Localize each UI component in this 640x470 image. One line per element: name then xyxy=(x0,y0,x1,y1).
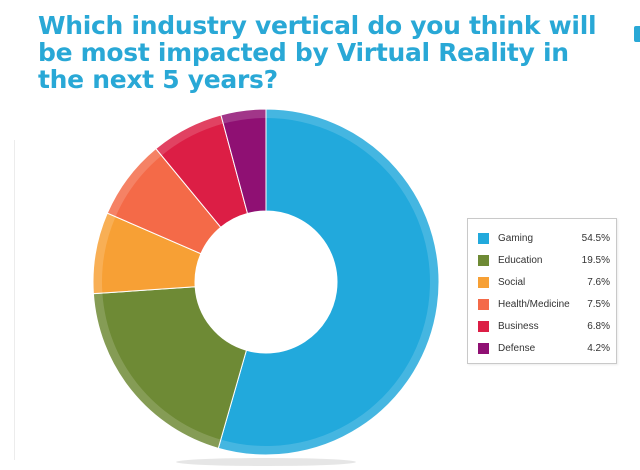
legend-value: 19.5% xyxy=(581,254,610,266)
legend-value: 7.5% xyxy=(587,298,610,310)
slice-rim xyxy=(92,213,116,294)
slice-rim xyxy=(155,114,224,156)
legend-item[interactable]: Gaming 54.5% xyxy=(478,227,610,249)
legend-label: Gaming xyxy=(498,232,534,244)
legend-swatch xyxy=(478,298,489,310)
legend-value: 4.2% xyxy=(587,342,610,354)
legend-item[interactable]: Defense 4.2% xyxy=(478,337,610,359)
legend-item[interactable]: Social 7.6% xyxy=(478,271,610,293)
legend-swatch xyxy=(478,342,489,354)
legend-label: Business xyxy=(498,320,539,332)
legend-swatch xyxy=(478,254,489,266)
legend-value: 54.5% xyxy=(581,232,610,244)
legend-swatch xyxy=(478,276,489,288)
slice-gaming[interactable] xyxy=(217,108,440,456)
legend-value: 7.6% xyxy=(587,276,610,288)
legend-label: Social xyxy=(498,276,526,288)
legend: Gaming 54.5% Education 19.5% Social 7.6% Healt… xyxy=(467,218,617,364)
slice-rim xyxy=(93,293,221,449)
slice-defense[interactable] xyxy=(220,108,267,215)
legend-item[interactable]: Education 19.5% xyxy=(478,249,610,271)
slice-education[interactable] xyxy=(92,286,248,449)
chart-title: Which industry vertical do you think wil… xyxy=(38,11,597,94)
legend-item[interactable]: Business 6.8% xyxy=(478,315,610,337)
edge-tab[interactable] xyxy=(634,26,640,42)
slice-rim xyxy=(220,109,266,124)
legend-label: Defense xyxy=(498,342,536,354)
legend-label: Health/Medicine xyxy=(498,298,570,310)
legend-swatch xyxy=(478,232,489,244)
legend-item[interactable]: Health/Medicine 7.5% xyxy=(478,293,610,315)
legend-swatch xyxy=(478,320,489,332)
divider xyxy=(14,140,15,460)
donut-slices xyxy=(92,108,440,456)
chart-shadow xyxy=(176,458,356,466)
slice-rim xyxy=(107,148,162,217)
legend-label: Education xyxy=(498,254,543,266)
legend-value: 6.8% xyxy=(587,320,610,332)
